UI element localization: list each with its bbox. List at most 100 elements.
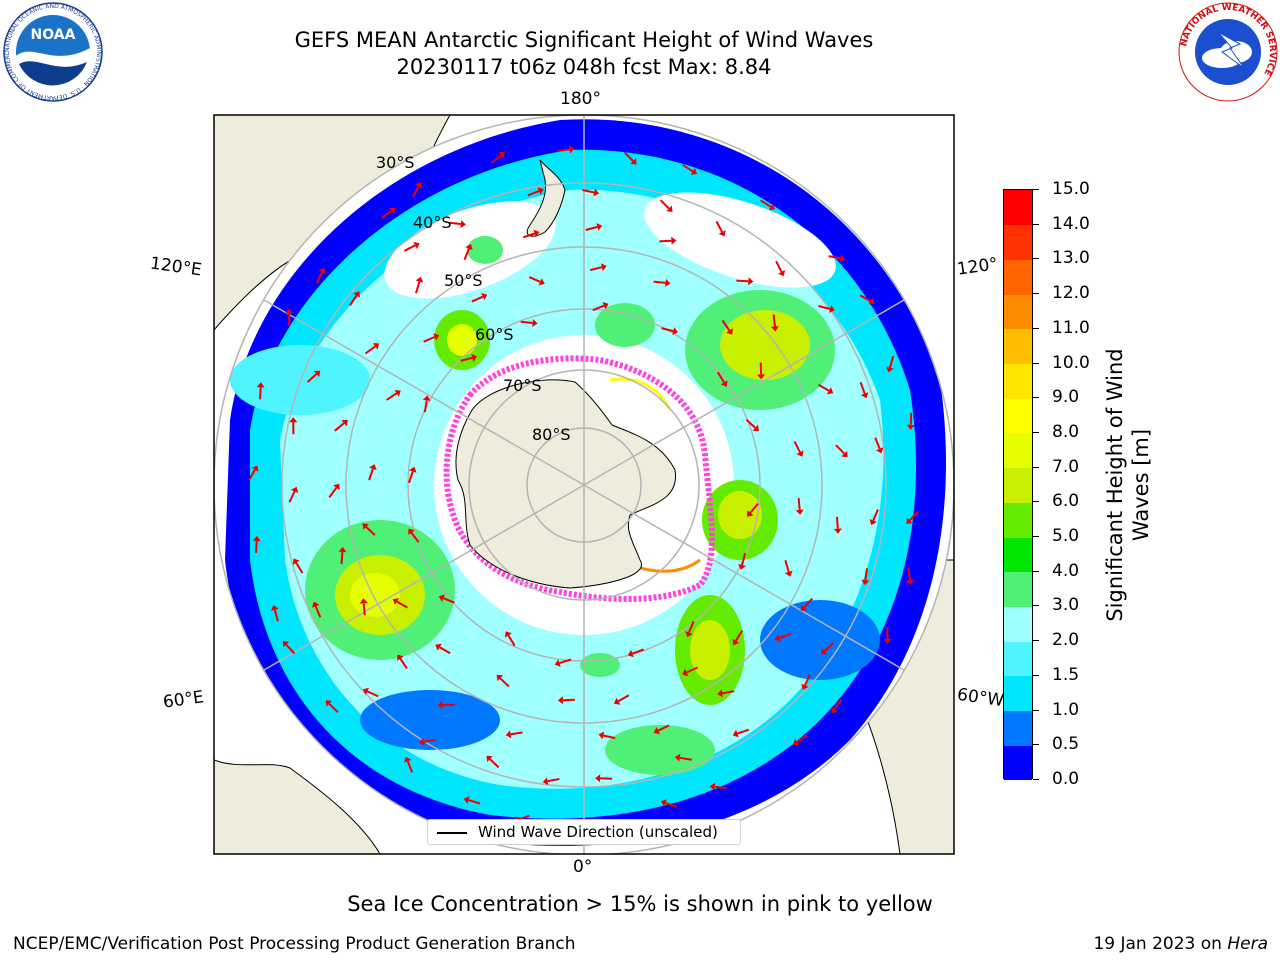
wave-arrow-shaft [803,597,814,609]
wave-arrow-shaft [818,305,831,310]
colorbar-segment [1004,467,1032,503]
wave-arrow-head [800,604,807,612]
wave-arrow-shaft [423,739,436,743]
wave-arrow-shaft [520,320,533,324]
colorbar-tick [1033,466,1039,468]
wave-arrow-shaft [248,469,256,481]
colorbar-tick [1033,674,1039,676]
wave-arrow-head [325,700,332,707]
wave-arrow-shaft [582,189,595,194]
wave-arrow-head [778,270,786,277]
wave-arrow-shaft [255,540,258,553]
wave-arrow-head [690,167,697,175]
wave-arrow-shaft [295,562,304,574]
wave-arrow-head [720,380,728,387]
wave-arrow-head [833,528,842,534]
wave-arrow-shaft [907,568,911,581]
wave-arrow-head [685,631,693,638]
colorbar-tick-label: 8.0 [1052,421,1080,442]
wave-arrow-shaft [589,266,603,272]
lat-label-80s: 80°S [532,425,571,444]
colorbar-tick-label: 15.0 [1052,179,1090,199]
wave-arrow-shaft [403,244,416,252]
wave-arrow-shaft [273,609,279,622]
colorbar-tick [1033,744,1039,746]
colorbar-segment [1004,537,1032,573]
wave-arrow-head [883,638,892,644]
wave-arrow-shaft [443,597,455,604]
wave-arrow-shaft [603,734,616,740]
wave-arrow-shaft [653,280,666,284]
machine-name: Hera [1227,934,1268,954]
colorbar-segment [1004,190,1032,226]
land-africa [214,759,381,854]
wave-arrow-shaft [396,600,408,609]
lat-label-60s: 60°S [475,325,514,344]
wave-arrow-head [614,697,621,705]
wave-arrow-shaft [314,605,322,618]
lat-label-70s: 70°S [503,376,542,395]
wave-arrow-shaft [888,355,895,368]
wave-arrow-head [359,598,368,604]
colorbar-tick-label: 12.0 [1052,283,1090,304]
colorbar-segment [1004,432,1032,469]
wave-arrow-head [796,450,804,457]
wave-arrow-head [362,687,369,696]
wave-arrow-head [256,382,265,388]
wave-arrow-head [795,509,804,515]
wave-arrow-head [465,244,473,251]
wave-arrow-head [627,649,634,658]
wave-arrow-head [285,308,294,314]
colorbar-tick-label: 9.0 [1052,387,1080,408]
wave-arrow-shaft [745,418,756,429]
wave-arrow-head [732,729,739,738]
wave-arrow-head [505,730,512,739]
wave-arrow-head [394,390,401,397]
wave-arrow-head [341,419,348,427]
wave-arrow-head [906,579,914,586]
wave-arrow-head [598,731,605,740]
wave-arrow-shaft [415,281,421,294]
colorbar-tick-label: 6.0 [1052,491,1080,512]
wave-arrow-head [660,799,667,807]
wave-arrow-shaft [547,778,560,783]
wave-arrow-head [313,370,321,377]
wave-arrow-head [397,654,404,661]
wave-arrow-shaft [665,801,678,808]
colorbar-tick [1033,362,1039,364]
colorbar-tick [1033,189,1039,190]
wave-arrow-shaft [499,677,510,688]
colorbar-tick [1033,293,1039,295]
colorbar-segment [1004,745,1032,781]
colorbar-tick [1033,640,1039,642]
date-value: 19 Jan 2023 on [1093,934,1228,954]
legend-label: Wind Wave Direction (unscaled) [478,823,718,841]
wave-arrow-head [602,302,609,310]
wave-arrow-shaft [408,471,414,484]
wave-arrow-head [422,395,431,401]
wave-arrow-shaft [833,698,843,710]
colorbar-tick-label: 0.5 [1052,734,1080,755]
colorbar-tick-label: 11.0 [1052,317,1090,338]
wave-arrow-shaft [779,633,792,639]
noaa-logo: NATIONAL OCEANIC AND ATMOSPHERIC ADMINIS… [1,0,103,102]
wave-arrow-shaft [793,441,801,453]
colorbar-segment [1004,502,1032,538]
wave-arrow-head [826,387,834,395]
legend-line-swatch [437,832,467,834]
wave-arrow-head [481,293,488,301]
wave-arrow-shaft [288,490,296,503]
wave-arrow-head [839,254,846,263]
wave-arrow-shaft [471,295,484,303]
colorbar-tick-label: 3.0 [1052,595,1080,616]
wave-arrow-head [292,558,300,565]
wave-arrow-head [415,276,424,283]
wave-arrow-shaft [859,294,871,302]
wave-arrow-head [251,465,259,472]
wave-arrow-head [291,486,299,494]
colorbar-tick-label: 1.5 [1052,664,1080,685]
colorbar-tick-label: 2.0 [1052,630,1080,651]
wave-arrow-head [841,450,848,458]
wave-arrow-head [906,424,915,430]
